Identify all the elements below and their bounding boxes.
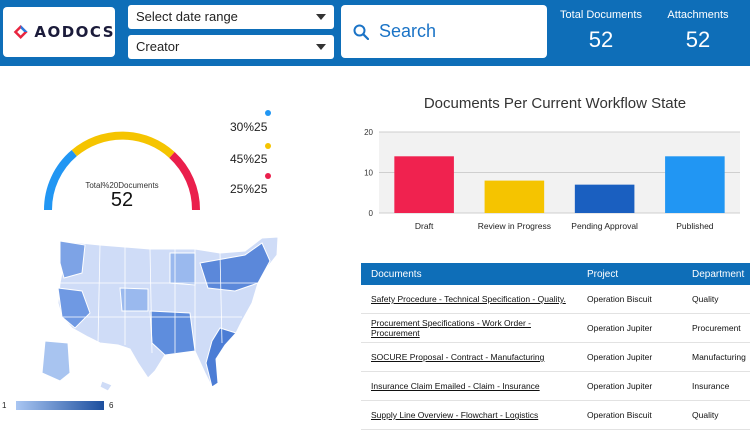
stat-label: Attachments	[667, 9, 729, 21]
document-link[interactable]: Procurement Specifications - Work Order …	[371, 318, 531, 338]
x-tick-label: Published	[676, 221, 714, 231]
date-range-value: Select date range	[136, 9, 238, 24]
table-row: SOCURE Proposal - Contract - Manufacturi…	[361, 343, 750, 372]
header-department[interactable]: Department	[692, 268, 745, 280]
legend-item: 25%25	[230, 182, 268, 196]
map-region-dark-2	[57, 287, 91, 329]
map-region-dark-4	[199, 242, 271, 292]
map-region-mid-1	[119, 287, 149, 312]
department-cell: Quality	[692, 410, 719, 420]
us-documents-map	[41, 236, 279, 392]
project-cell: Operation Biscuit	[587, 410, 652, 420]
department-cell: Manufacturing	[692, 352, 746, 362]
creator-select[interactable]: Creator	[128, 35, 334, 59]
gauge-label: Total%20Documents	[85, 181, 159, 190]
stat-value: 52	[685, 27, 711, 52]
gauge-value: 52	[110, 189, 134, 211]
aodocs-logo[interactable]: AODOCS	[3, 7, 115, 57]
document-link[interactable]: SOCURE Proposal - Contract - Manufacturi…	[371, 352, 545, 362]
stat-label: Total Documents	[560, 9, 642, 21]
project-cell: Operation Jupiter	[587, 352, 653, 362]
chevron-down-icon	[316, 44, 326, 50]
creator-value: Creator	[136, 39, 180, 54]
table-row: Supply Line Overview - Flowchart - Logis…	[361, 401, 750, 430]
y-tick-label: 0	[369, 209, 374, 218]
map-state-borders	[60, 244, 258, 354]
chevron-down-icon	[316, 14, 326, 20]
search-button[interactable]: Search	[341, 5, 547, 58]
table-row: Procurement Specifications - Work Order …	[361, 314, 750, 343]
logo-text: AODOCS	[34, 23, 115, 41]
logo-diamond-icon	[13, 25, 28, 39]
map-legend-min: 1	[2, 401, 7, 410]
header-documents[interactable]: Documents	[371, 268, 422, 280]
y-tick-label: 20	[364, 128, 373, 137]
legend-item: 30%25	[230, 120, 268, 134]
legend-dot-yellow	[265, 143, 271, 149]
bar	[574, 184, 635, 213]
table-row: Safety Procedure - Technical Specificati…	[361, 285, 750, 314]
department-cell: Quality	[692, 294, 719, 304]
legend-item: 45%25	[230, 152, 268, 166]
department-cell: Insurance	[692, 381, 730, 391]
legend-dot-red	[265, 173, 271, 179]
search-icon	[353, 24, 369, 40]
chart-title: Documents Per Current Workflow State	[423, 95, 687, 112]
date-range-select[interactable]: Select date range	[128, 5, 334, 29]
total-documents-stat: Total Documents 52	[556, 9, 646, 53]
map-region-alaska	[41, 340, 71, 382]
x-tick-label: Review in Progress	[478, 221, 551, 231]
document-link[interactable]: Supply Line Overview - Flowchart - Logis…	[371, 410, 539, 420]
documents-gauge	[43, 131, 201, 211]
map-legend-gradient	[16, 401, 104, 410]
header-project[interactable]: Project	[587, 268, 619, 280]
table-header: Documents Project Department	[361, 263, 750, 285]
map-region-hawaii	[99, 380, 113, 392]
x-tick-label: Draft	[415, 221, 434, 231]
bar	[394, 156, 454, 213]
gauge-segment-blue	[43, 150, 77, 211]
attachments-stat: Attachments 52	[656, 9, 740, 53]
project-cell: Operation Biscuit	[587, 294, 652, 304]
search-label: Search	[379, 21, 437, 41]
y-tick-label: 10	[364, 169, 373, 178]
map-region-mid-2	[169, 252, 196, 286]
documents-table: Documents Project Department Safety Proc…	[361, 263, 750, 430]
gauge-segment-red	[169, 152, 201, 211]
project-cell: Operation Jupiter	[587, 323, 653, 333]
map-region-dark-1	[59, 240, 86, 279]
table-row: Insurance Claim Emailed - Claim - Insura…	[361, 372, 750, 401]
legend-dot-blue	[265, 110, 271, 116]
map-region-dark-5	[205, 327, 237, 388]
bar	[665, 156, 725, 213]
project-cell: Operation Jupiter	[587, 381, 653, 391]
workflow-bar-chart: 0 10 20 Draft Review in Progress Pending Appr…	[364, 128, 740, 231]
document-link[interactable]: Insurance Claim Emailed - Claim - Insura…	[371, 381, 540, 391]
map-legend-max: 6	[109, 401, 114, 410]
department-cell: Procurement	[692, 323, 741, 333]
bar	[484, 180, 545, 213]
x-tick-label: Pending Approval	[571, 221, 638, 231]
stat-value: 52	[588, 27, 614, 52]
gauge-segment-yellow	[71, 131, 175, 159]
document-link[interactable]: Safety Procedure - Technical Specificati…	[371, 294, 566, 304]
